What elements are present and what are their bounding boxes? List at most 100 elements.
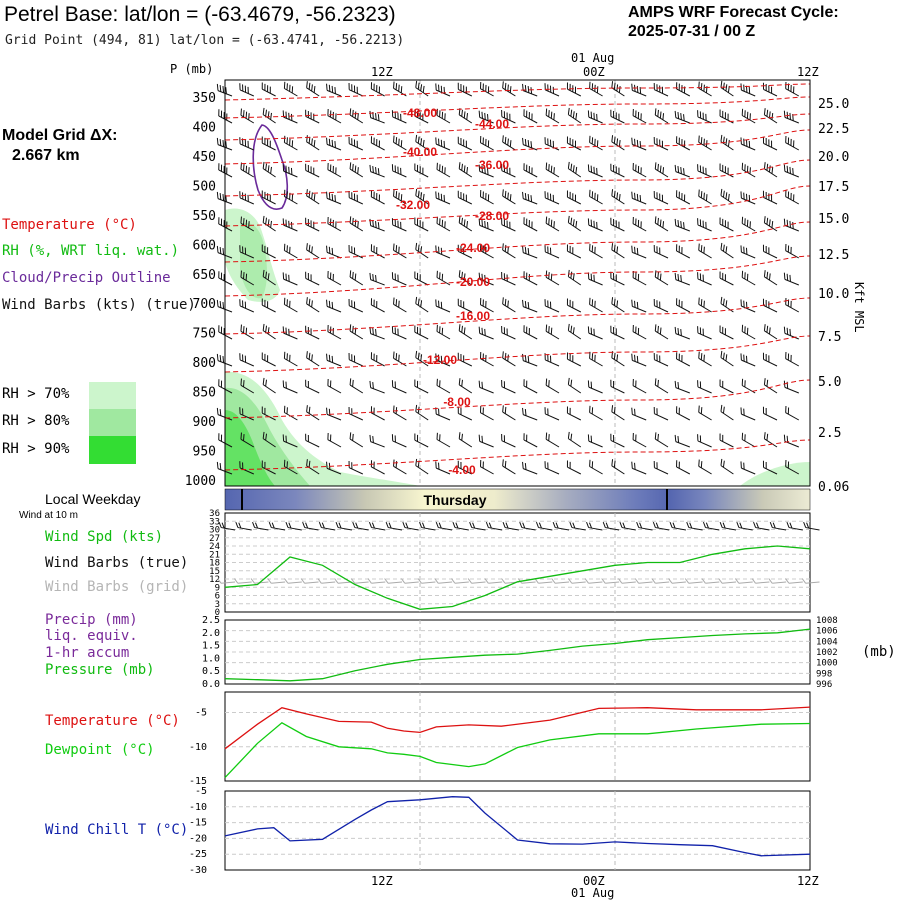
wind-barb (369, 380, 385, 394)
wind-barb (349, 270, 364, 286)
wind-barb (283, 135, 298, 151)
wind-barb (740, 245, 756, 259)
wind-barb (457, 190, 473, 205)
wind-barb (458, 270, 473, 286)
isotherm-line (224, 439, 811, 471)
isotherm-line (224, 159, 811, 197)
wind-barb (611, 405, 625, 421)
wind-barb-true (636, 521, 653, 531)
wind-barb (261, 190, 276, 205)
wind-barb (698, 189, 712, 205)
wind-barb (305, 433, 320, 448)
wind-barb (719, 325, 734, 340)
wind-barb (370, 82, 385, 97)
wind-barb (393, 405, 407, 421)
wind-barb-grid (233, 578, 252, 584)
wind-barb (653, 136, 669, 151)
wind-barb-grid (451, 578, 469, 584)
wind-barb (698, 459, 712, 475)
wind-barb (415, 188, 429, 205)
wind-barb-true (452, 521, 469, 531)
pressure-tick-label: 800 (193, 356, 216, 371)
pressure-tick-label: 350 (193, 91, 216, 106)
wind-barb (698, 351, 712, 367)
wind-barb (697, 380, 712, 394)
wind-barb (369, 326, 385, 340)
wind-barb (589, 405, 603, 421)
wind-barb (631, 353, 647, 367)
wind-barb (740, 407, 756, 421)
pressure-tick-label: 400 (193, 120, 216, 135)
wind-barb (348, 244, 364, 259)
wind-barb (544, 245, 560, 259)
wind-barb (282, 380, 298, 394)
wind-barb (741, 162, 756, 178)
weekday-label: Local Weekday (45, 491, 141, 507)
wind-barb (479, 352, 494, 367)
wind-barb (283, 297, 298, 313)
wind-barb (240, 378, 255, 394)
wind-speed-tick: 30 (209, 526, 220, 536)
wind-barb (262, 323, 276, 340)
wind-barb (653, 190, 669, 205)
top-time-label: 12Z (371, 65, 393, 79)
wind-height-note: Wind at 10 m (19, 510, 78, 521)
wind-barb (436, 378, 451, 394)
wind-barb (610, 433, 625, 448)
wind-barb-grid (668, 578, 686, 584)
wind-barb (479, 136, 494, 151)
wind-speed-tick: 24 (209, 542, 220, 552)
wind-barb (502, 351, 516, 367)
precip-liq-label: liq. equiv. (45, 628, 138, 644)
wind-barb (283, 243, 298, 259)
wind-barb (261, 82, 276, 97)
isotherm-line (224, 185, 811, 227)
wind-barb (370, 406, 385, 421)
wind-barb-true (702, 521, 720, 531)
wind-barb (415, 350, 429, 367)
wind-barb (740, 191, 756, 205)
wind-barb (676, 460, 691, 475)
wind-chill-tick: -30 (189, 865, 207, 876)
wind-barb (589, 135, 603, 151)
wind-barb (458, 216, 473, 232)
wind-barb (610, 109, 625, 124)
wind-barb (435, 461, 451, 475)
pressure-tick-label: 500 (193, 179, 216, 194)
wind-barb (502, 459, 516, 475)
wind-barb-grid (267, 578, 286, 584)
wind-barb-grid (567, 578, 586, 584)
wind-barb (522, 191, 538, 205)
wind-barb (523, 325, 538, 340)
wind-barb (674, 434, 690, 448)
wind-barb (522, 407, 538, 421)
isotherm-label: -48.00 (403, 106, 437, 120)
wind-barb-grid (551, 578, 570, 584)
wind-barb (283, 459, 298, 475)
legend-temperature: Temperature (°C) (2, 217, 137, 233)
wind-barb (762, 460, 778, 475)
precip-tick: 0.5 (202, 666, 220, 677)
wind-barb-true (803, 521, 820, 531)
wind-barb (457, 460, 473, 475)
wind-barb (349, 162, 364, 178)
wind-barb (239, 353, 255, 367)
wind-barbs-true-label: Wind Barbs (true) (45, 555, 189, 571)
wind-barb (435, 299, 451, 313)
wind-barb (674, 326, 690, 340)
wind-speed-tick: 3 (215, 600, 220, 610)
wind-barb (720, 134, 734, 151)
wind-barb (763, 432, 778, 448)
wind-barb (762, 136, 778, 151)
wind-barb (544, 137, 560, 151)
wind-barb (393, 351, 407, 367)
wind-barb (370, 298, 385, 313)
pressure-units-label: (mb) (862, 644, 896, 660)
wind-barb-grid (467, 578, 486, 584)
wind-barb (415, 134, 429, 151)
wind-barb-true (368, 521, 386, 531)
wind-barb (631, 191, 647, 205)
wind-barb (611, 243, 625, 259)
wind-barb (261, 136, 276, 151)
wind-barb-true (619, 521, 636, 531)
